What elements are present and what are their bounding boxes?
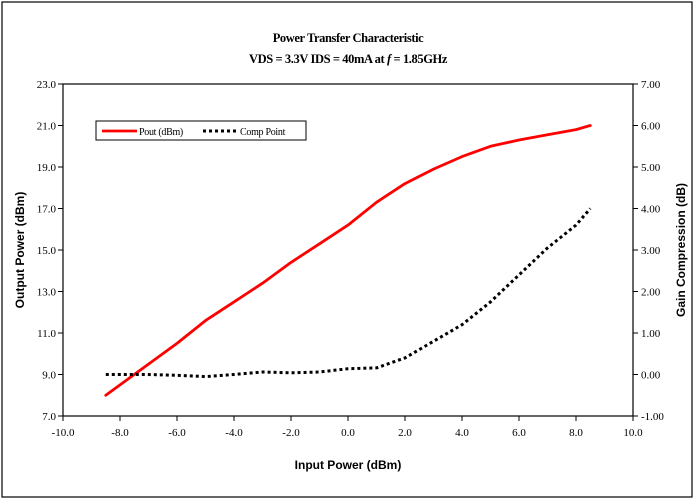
y2-tick-label: 7.00 (641, 79, 661, 91)
y2-tick-label: 2.00 (641, 287, 661, 299)
series-line-comp-point (105, 207, 592, 379)
x-tick-label: -10.0 (52, 427, 75, 439)
y2-axis-label: Gain Compression (dB) (674, 183, 688, 317)
legend: Pout (dBm) Comp Point (95, 120, 307, 141)
y2-tick-label: 1.00 (641, 328, 661, 340)
x-tick-label: 4.0 (455, 427, 469, 439)
y2-tick-label: 0.00 (641, 370, 661, 382)
legend-box (95, 120, 307, 141)
y-axis-label: Output Power (dBm) (13, 192, 27, 309)
y2-tick-label: 3.00 (641, 245, 661, 257)
y-tick-label: 23.0 (37, 79, 57, 91)
x-axis-label: Input Power (dBm) (295, 458, 402, 472)
y2-tick-label: 4.00 (641, 204, 661, 216)
x-tick-label: -8.0 (111, 427, 129, 439)
series-line-pout (104, 124, 592, 397)
y-tick-label: 9.0 (42, 370, 56, 382)
chart-title: Power Transfer Characteristic (273, 31, 424, 45)
x-tick-label: -6.0 (168, 427, 186, 439)
y-tick-label: 21.0 (37, 121, 57, 133)
x-tick-label: 8.0 (569, 427, 583, 439)
x-tick-label: 0.0 (341, 427, 355, 439)
y-tick-label: 13.0 (37, 287, 57, 299)
y2-tick-label: -1.00 (641, 411, 664, 423)
y-tick-label: 15.0 (37, 245, 57, 257)
chart-subtitle: VDS = 3.3V IDS = 40mA at f = 1.85GHz (249, 52, 448, 66)
x-tick-label: 10.0 (623, 427, 643, 439)
ticks-layer: -10.0 -8.0 -6.0 -4.0 -2.0 0.0 2.0 4.0 6.0 8.0 10.0… (37, 79, 665, 439)
y2-tick-label: 5.00 (641, 162, 661, 174)
x-tick-label: -2.0 (282, 427, 300, 439)
y-tick-label: 11.0 (37, 328, 56, 340)
x-tick-label: 2.0 (398, 427, 412, 439)
legend-label-pout: Pout (dBm) (139, 127, 183, 138)
legend-label-comp: Comp Point (240, 127, 286, 138)
y-tick-label: 7.0 (42, 411, 56, 423)
x-tick-label: 6.0 (512, 427, 526, 439)
y-tick-label: 19.0 (37, 162, 57, 174)
y-tick-label: 17.0 (37, 204, 57, 216)
series-layer (104, 124, 592, 397)
x-tick-label: -4.0 (225, 427, 243, 439)
y2-tick-label: 6.00 (641, 121, 661, 133)
